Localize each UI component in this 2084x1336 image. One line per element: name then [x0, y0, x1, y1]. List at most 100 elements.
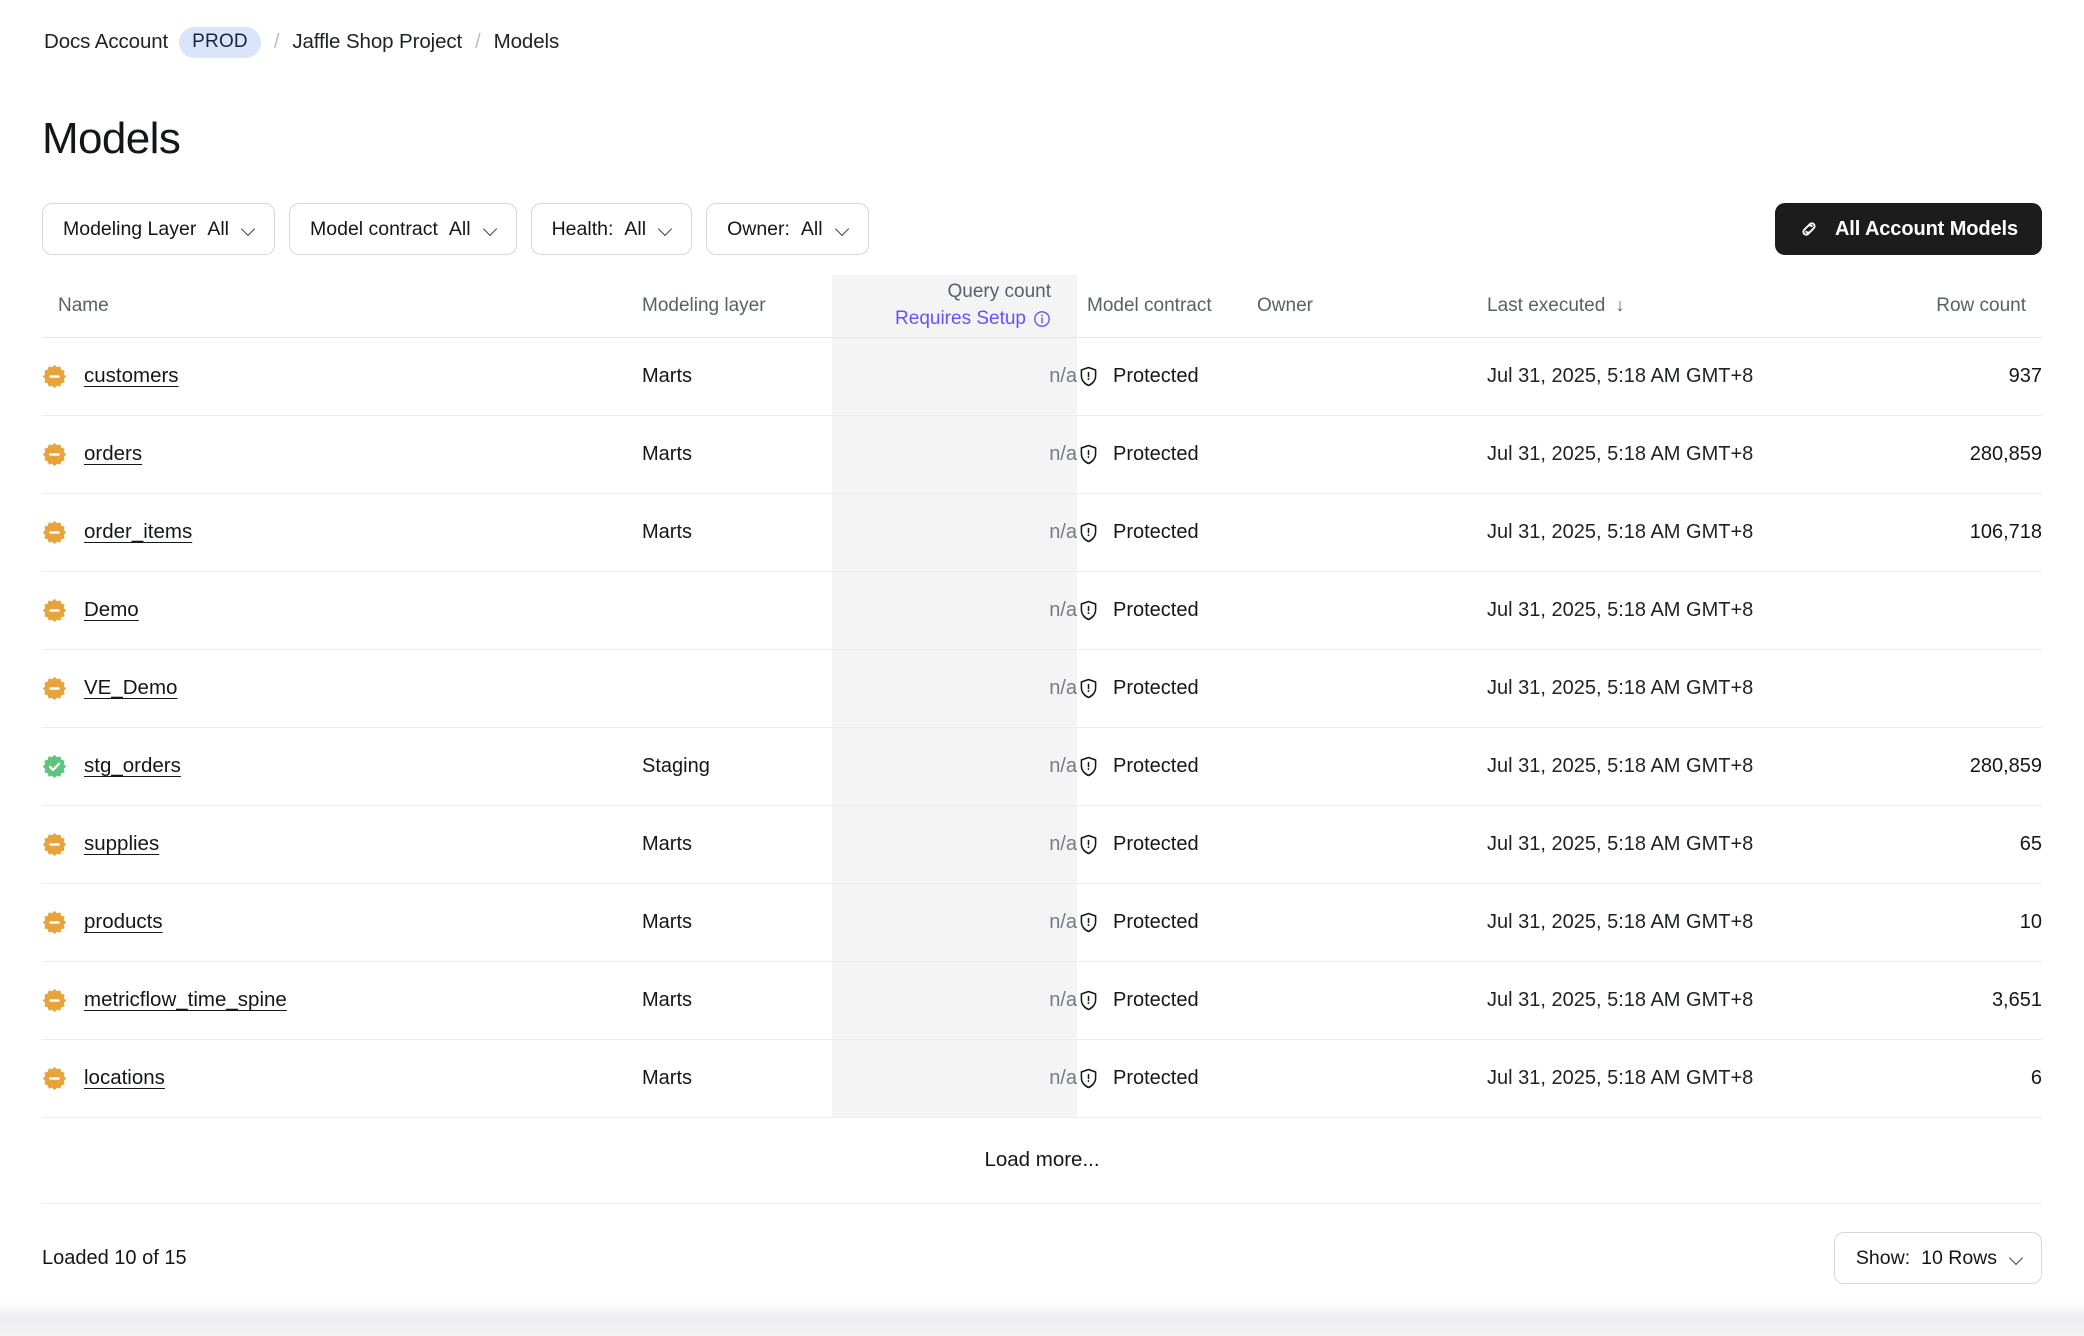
- cell-last-executed: Jul 31, 2025, 5:18 AM GMT+8: [1487, 805, 1857, 884]
- model-link[interactable]: Demo: [84, 598, 139, 621]
- col-header-name[interactable]: Name: [42, 275, 642, 338]
- cell-query-count: n/a: [832, 415, 1077, 494]
- cell-modeling-layer: Marts: [642, 961, 832, 1040]
- cell-model-contract: Protected: [1077, 337, 1257, 416]
- table-row[interactable]: stg_orders Staging n/a Protected Jul 31, 202…: [42, 727, 2042, 806]
- filter-model-contract[interactable]: Model contract All: [289, 203, 517, 255]
- cell-last-executed: Jul 31, 2025, 5:18 AM GMT+8: [1487, 493, 1857, 572]
- cell-query-count: n/a: [832, 493, 1077, 572]
- models-table: Name Modeling layer Query count Requires…: [42, 275, 2042, 1204]
- chevron-down-icon: [484, 223, 497, 236]
- cell-query-count: n/a: [832, 1039, 1077, 1118]
- cell-modeling-layer: Marts: [642, 805, 832, 884]
- cell-name: customers: [42, 337, 642, 416]
- shield-protected-icon: [1080, 444, 1097, 464]
- model-link[interactable]: customers: [84, 364, 179, 387]
- health-warning-icon: [42, 520, 67, 544]
- filter-health[interactable]: Health: All: [530, 203, 693, 255]
- health-warning-icon: [42, 676, 67, 700]
- table-row[interactable]: order_items Marts n/a Protected Jul 31, 2025…: [42, 493, 2042, 572]
- shield-protected-icon: [1080, 756, 1097, 776]
- filter-owner[interactable]: Owner: All: [706, 203, 869, 255]
- all-account-models-button[interactable]: All Account Models: [1774, 203, 2042, 255]
- load-more-button[interactable]: Load more...: [42, 1117, 2042, 1204]
- shield-protected-icon: [1080, 366, 1097, 386]
- link-icon: [1802, 222, 1816, 236]
- cell-owner: [1257, 493, 1487, 572]
- query-count-requires-setup-link[interactable]: Requires Setup: [895, 307, 1051, 332]
- col-header-owner[interactable]: Owner: [1257, 275, 1487, 338]
- filter-owner-label: Owner:: [727, 217, 790, 240]
- page-title: Models: [42, 114, 181, 164]
- cell-modeling-layer: Marts: [642, 1039, 832, 1118]
- col-header-model-contract[interactable]: Model contract: [1077, 275, 1257, 338]
- cell-row-count: 106,718: [1857, 493, 2042, 572]
- model-link[interactable]: order_items: [84, 520, 193, 543]
- col-header-row-count[interactable]: Row count: [1857, 275, 2042, 338]
- table-row[interactable]: metricflow_time_spine Marts n/a Protected Ju…: [42, 961, 2042, 1040]
- col-header-modeling-layer[interactable]: Modeling layer: [642, 275, 832, 338]
- filter-modeling-layer[interactable]: Modeling Layer All: [42, 203, 276, 255]
- table-row[interactable]: Demo n/a Protected Jul 31, 2025, 5:18 AM GM…: [42, 571, 2042, 650]
- bottom-scroll-strip[interactable]: [0, 1302, 2084, 1336]
- health-warning-icon: [42, 364, 67, 388]
- health-warning-icon: [42, 442, 67, 466]
- cell-owner: [1257, 961, 1487, 1040]
- breadcrumb-account[interactable]: Docs Account: [44, 30, 169, 54]
- cell-modeling-layer: Marts: [642, 883, 832, 962]
- cell-model-contract: Protected: [1077, 571, 1257, 650]
- health-warning-icon: [42, 988, 67, 1012]
- health-healthy-icon: [42, 754, 67, 778]
- chevron-down-icon: [836, 223, 849, 236]
- model-link[interactable]: products: [84, 910, 163, 933]
- table-row[interactable]: customers Marts n/a Protected Jul 31, 2025, …: [42, 337, 2042, 416]
- filter-owner-value: All: [800, 217, 823, 240]
- load-more-row[interactable]: Load more...: [42, 1117, 2042, 1204]
- cell-owner: [1257, 805, 1487, 884]
- filter-model-contract-label: Model contract: [310, 217, 438, 240]
- shield-protected-icon: [1080, 600, 1097, 620]
- col-header-query-count[interactable]: Query count Requires Setup: [832, 275, 1077, 338]
- chevron-down-icon: [659, 223, 672, 236]
- model-contract-label: Protected: [1113, 832, 1199, 855]
- cell-name: orders: [42, 415, 642, 494]
- cell-owner: [1257, 883, 1487, 962]
- breadcrumb-project[interactable]: Jaffle Shop Project: [292, 30, 463, 54]
- chevron-down-icon: [2010, 1252, 2023, 1265]
- filter-modeling-layer-label: Modeling Layer: [63, 217, 197, 240]
- model-link[interactable]: metricflow_time_spine: [84, 988, 287, 1011]
- model-contract-label: Protected: [1113, 988, 1199, 1011]
- model-link[interactable]: stg_orders: [84, 754, 181, 777]
- table-row[interactable]: products Marts n/a Protected Jul 31, 2025, 5…: [42, 883, 2042, 962]
- table-row[interactable]: VE_Demo n/a Protected Jul 31, 2025, 5:18 AM…: [42, 649, 2042, 728]
- rows-per-page-value: 10 Rows: [1921, 1246, 1997, 1269]
- breadcrumb: Docs Account PROD / Jaffle Shop Project …: [44, 27, 559, 58]
- breadcrumb-env-badge[interactable]: PROD: [179, 27, 261, 58]
- table-row[interactable]: orders Marts n/a Protected Jul 31, 2025, 5:1…: [42, 415, 2042, 494]
- model-contract-label: Protected: [1113, 754, 1199, 777]
- model-link[interactable]: VE_Demo: [84, 676, 178, 699]
- cell-last-executed: Jul 31, 2025, 5:18 AM GMT+8: [1487, 961, 1857, 1040]
- cell-last-executed: Jul 31, 2025, 5:18 AM GMT+8: [1487, 727, 1857, 806]
- model-link[interactable]: orders: [84, 442, 143, 465]
- cell-model-contract: Protected: [1077, 961, 1257, 1040]
- shield-protected-icon: [1080, 834, 1097, 854]
- model-link[interactable]: locations: [84, 1066, 165, 1089]
- shield-protected-icon: [1080, 1068, 1097, 1088]
- cell-query-count: n/a: [832, 727, 1077, 806]
- col-header-last-executed[interactable]: Last executed ↓: [1487, 275, 1857, 338]
- sort-descending-icon: ↓: [1615, 294, 1625, 315]
- table-row[interactable]: supplies Marts n/a Protected Jul 31, 2025, 5…: [42, 805, 2042, 884]
- rows-per-page-label: Show:: [1855, 1246, 1911, 1269]
- model-contract-label: Protected: [1113, 598, 1199, 621]
- table-header-row: Name Modeling layer Query count Requires…: [42, 275, 2042, 338]
- loaded-count-text: Loaded 10 of 15: [42, 1247, 187, 1269]
- rows-per-page-select[interactable]: Show: 10 Rows: [1833, 1232, 2042, 1284]
- cell-query-count: n/a: [832, 571, 1077, 650]
- cell-last-executed: Jul 31, 2025, 5:18 AM GMT+8: [1487, 649, 1857, 728]
- model-link[interactable]: supplies: [84, 832, 160, 855]
- table-row[interactable]: locations Marts n/a Protected Jul 31, 2025, …: [42, 1039, 2042, 1118]
- cell-row-count: [1857, 649, 2042, 728]
- cell-query-count: n/a: [832, 961, 1077, 1040]
